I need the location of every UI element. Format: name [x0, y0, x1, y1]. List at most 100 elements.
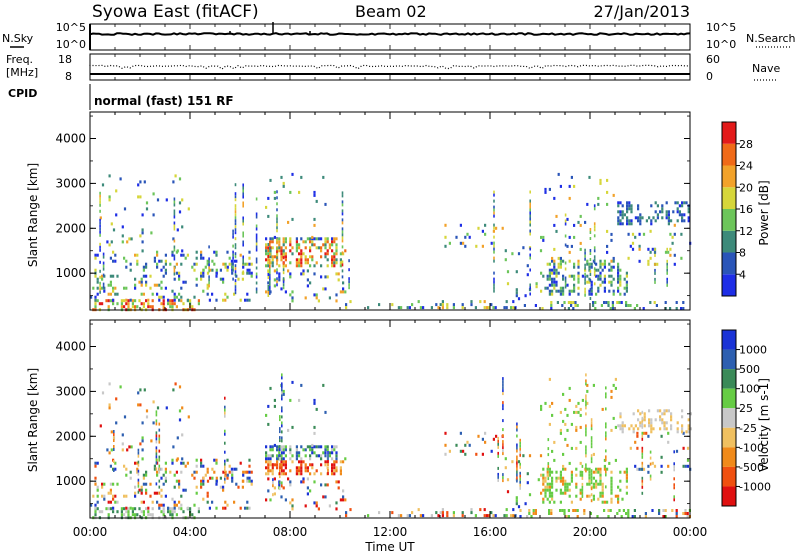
data-cell — [151, 513, 154, 517]
data-cell — [529, 217, 531, 221]
data-cell — [584, 220, 587, 224]
data-cell — [654, 210, 657, 214]
data-cell — [577, 410, 580, 414]
data-cell — [483, 300, 486, 304]
data-cell — [324, 246, 327, 250]
data-cell — [676, 430, 679, 434]
data-cell — [590, 493, 593, 497]
data-cell — [348, 277, 350, 281]
nave-label: Nave — [752, 62, 780, 75]
data-cell — [461, 303, 464, 307]
data-cell — [173, 485, 176, 489]
data-cell — [542, 488, 545, 492]
data-cell — [661, 216, 664, 220]
data-cell — [300, 472, 303, 476]
data-cell — [186, 506, 189, 510]
data-cell — [173, 221, 176, 225]
data-cell — [134, 507, 137, 511]
data-cell — [673, 262, 676, 266]
data-cell — [349, 508, 352, 512]
data-cell — [248, 256, 251, 260]
data-cell — [597, 277, 600, 281]
data-cell — [548, 485, 551, 489]
data-cell — [589, 297, 592, 300]
data-cell — [462, 449, 465, 453]
data-cell — [233, 467, 236, 471]
data-cell — [555, 283, 558, 287]
data-cell — [169, 513, 172, 517]
data-cell — [610, 265, 613, 269]
data-cell — [289, 243, 292, 247]
data-cell — [341, 275, 344, 279]
data-cell — [271, 264, 274, 268]
data-cell — [99, 290, 101, 294]
data-cell — [171, 510, 174, 514]
data-cell — [108, 198, 111, 202]
data-cell — [606, 190, 609, 194]
data-cell — [649, 474, 652, 478]
data-cell — [304, 454, 307, 458]
data-cell — [614, 377, 617, 381]
data-cell — [137, 472, 140, 476]
data-cell — [574, 509, 577, 512]
data-cell — [606, 202, 609, 206]
data-cell — [649, 301, 652, 304]
data-cell — [178, 274, 181, 278]
data-cell — [337, 272, 340, 276]
data-cell — [590, 424, 593, 428]
data-cell — [276, 247, 278, 251]
data-cell — [339, 252, 342, 256]
data-cell — [497, 442, 499, 446]
data-cell — [267, 243, 270, 246]
data-cell — [551, 485, 554, 489]
data-cell — [242, 243, 244, 247]
data-cell — [529, 253, 531, 257]
data-cell — [585, 397, 587, 401]
data-cell — [515, 294, 518, 298]
data-cell — [675, 512, 678, 515]
data-cell — [269, 249, 272, 253]
data-cell — [610, 395, 613, 399]
data-cell — [112, 259, 115, 263]
data-cell — [588, 494, 591, 498]
data-cell — [559, 470, 562, 474]
data-cell — [502, 389, 504, 393]
data-cell — [171, 305, 174, 309]
data-cell — [430, 514, 433, 518]
data-cell — [200, 485, 203, 489]
data-cell — [577, 292, 580, 296]
data-cell — [96, 500, 99, 504]
data-cell — [278, 237, 281, 241]
data-cell — [572, 509, 575, 512]
data-cell — [209, 476, 212, 480]
data-cell — [134, 283, 137, 287]
data-cell — [298, 460, 301, 464]
data-cell — [603, 262, 606, 266]
data-cell — [641, 452, 644, 456]
data-cell — [273, 284, 276, 288]
data-cell — [464, 443, 467, 447]
data-cell — [302, 460, 305, 464]
data-cell — [106, 240, 109, 244]
data-cell — [302, 448, 305, 452]
data-cell — [555, 229, 558, 233]
data-cell — [645, 219, 648, 223]
data-cell — [455, 235, 458, 239]
data-cell — [291, 246, 294, 250]
data-cell — [502, 401, 504, 405]
data-cell — [586, 262, 589, 266]
data-cell — [339, 498, 342, 502]
data-cell — [156, 470, 159, 474]
data-cell — [553, 458, 556, 462]
data-cell — [242, 189, 244, 193]
data-cell — [519, 474, 521, 478]
data-cell — [99, 216, 102, 220]
data-cell — [158, 422, 161, 426]
data-cell — [664, 509, 667, 512]
data-cell — [110, 448, 113, 452]
data-cell — [621, 222, 624, 226]
data-cell — [579, 407, 582, 411]
data-cell — [651, 509, 654, 512]
data-cell — [156, 198, 160, 202]
data-cell — [141, 213, 144, 217]
